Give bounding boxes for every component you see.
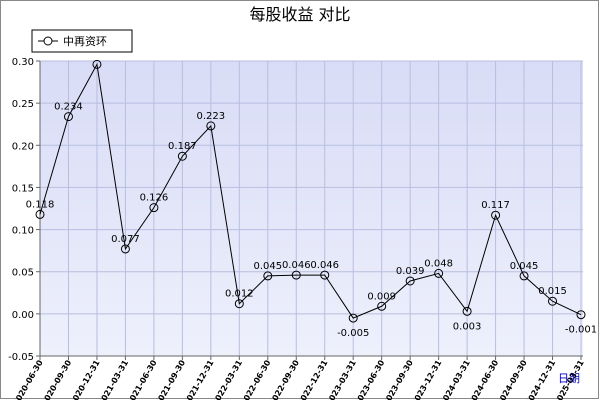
point — [63, 112, 73, 122]
value-label: 0.003 — [453, 321, 482, 332]
y-tick-label: 0.05 — [12, 268, 34, 279]
point — [120, 244, 130, 254]
point — [234, 299, 244, 309]
value-label: 0.012 — [225, 289, 254, 300]
point — [377, 301, 387, 311]
value-label: 0.009 — [367, 291, 396, 302]
series-line — [39, 62, 582, 319]
value-label: 0.234 — [54, 102, 83, 113]
legend-marker — [43, 36, 53, 46]
value-label: 0.046 — [310, 260, 339, 271]
plot-area — [40, 61, 583, 356]
value-label: 0.015 — [538, 286, 567, 297]
point — [548, 296, 558, 306]
value-label: 0.045 — [253, 261, 282, 272]
legend: 中再资环 — [31, 29, 133, 53]
y-tick-label: 0.30 — [12, 57, 34, 68]
y-tick-label: 0.15 — [12, 183, 34, 194]
y-tick-label: 0.20 — [12, 141, 34, 152]
point — [149, 203, 159, 213]
value-label: 0.045 — [510, 261, 539, 272]
point — [177, 151, 187, 161]
value-label: -0.005 — [337, 328, 369, 339]
point — [320, 270, 330, 280]
point — [519, 271, 529, 281]
legend-label: 中再资环 — [63, 35, 107, 48]
y-tick-label: 0.25 — [12, 99, 34, 110]
x-axis-label: 日期 — [558, 372, 580, 385]
point — [263, 271, 273, 281]
value-label: 0.048 — [424, 258, 453, 269]
point — [576, 310, 586, 320]
point — [405, 276, 415, 286]
point — [491, 210, 501, 220]
value-label: 0.117 — [481, 200, 510, 211]
y-tick-label: 0.00 — [12, 310, 34, 321]
point — [35, 209, 45, 219]
value-label: 0.118 — [26, 199, 55, 210]
point — [92, 59, 102, 69]
point — [462, 306, 472, 316]
point — [206, 121, 216, 131]
value-label: 0.187 — [168, 141, 197, 152]
legend-box — [31, 29, 133, 53]
value-label: 0.077 — [111, 234, 140, 245]
value-label: -0.001 — [565, 325, 597, 336]
value-label: 0.039 — [396, 266, 425, 277]
chart-title: 每股收益 对比 — [249, 5, 350, 24]
y-tick-label: 0.10 — [12, 226, 34, 237]
point — [434, 268, 444, 278]
point — [291, 270, 301, 280]
point — [348, 313, 358, 323]
value-label: 0.126 — [140, 193, 169, 204]
value-label: 0.223 — [197, 111, 226, 122]
value-label: 0.046 — [282, 260, 311, 271]
y-tick-label: -0.05 — [8, 352, 34, 363]
